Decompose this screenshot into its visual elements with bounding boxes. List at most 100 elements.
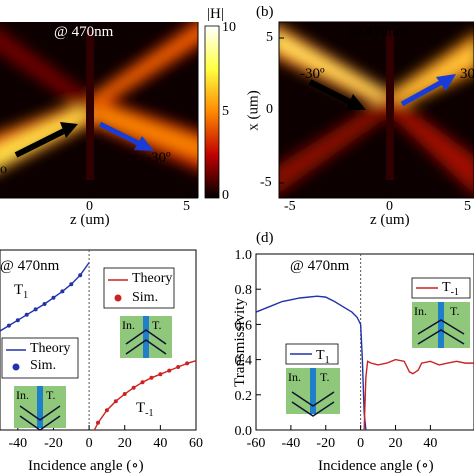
- colorbar-tick-5: 5: [222, 104, 229, 119]
- series-point-c-3: [104, 408, 109, 413]
- legend-left-d: T1: [316, 348, 330, 366]
- xtick-a-0: 0: [86, 199, 93, 214]
- d-right-inset-chevron-1: [417, 319, 465, 335]
- legend-swatch-dot-right-c: [114, 294, 122, 302]
- c-left-inset-t-label: T.: [46, 388, 55, 402]
- legend-box-right-d: [411, 277, 471, 299]
- d-left-inset-in-label: In.: [288, 370, 301, 384]
- series-point-c-3: [158, 372, 163, 377]
- d-left-inset-t-label: T.: [320, 370, 329, 384]
- out-angle-label-b: 30: [460, 66, 474, 82]
- reflected-arrow-b: [400, 79, 444, 107]
- colorbar-label: |H|: [207, 6, 224, 22]
- c-left-inset-chevron-1: [19, 405, 61, 421]
- c-right-inset-stripe: [143, 316, 149, 358]
- c-right-inset-in-label: In.: [122, 318, 135, 332]
- wavelength-label-b: @ 470nm: [348, 24, 408, 40]
- wavelength-label-c: @ 470nm: [0, 258, 60, 274]
- in-angle-label-b: -30º: [300, 66, 325, 82]
- xtick-label-c: 0: [86, 436, 93, 451]
- series-line-d-1: [363, 358, 474, 431]
- t1-label-c: T1: [14, 282, 28, 301]
- d-right-inset-in-label: In.: [414, 304, 427, 318]
- ytick-label-d: 0.8: [235, 283, 253, 298]
- panel-label-d: (d): [256, 230, 274, 246]
- t1-main: T: [14, 282, 24, 298]
- c-right-inset-t-label: T.: [152, 318, 161, 332]
- series-point-c-1: [42, 302, 47, 306]
- c-right-inset-chevron-1: [125, 329, 167, 345]
- ytick-b-1: 0: [266, 102, 273, 117]
- ytick-label-d: 0.6: [235, 318, 253, 333]
- legend-left-theory-c: Theory: [30, 341, 71, 356]
- d-left-inset-chevron-1: [291, 391, 335, 407]
- series-point-c-3: [167, 368, 172, 373]
- tm1-main: T: [136, 400, 146, 416]
- xlabel-b: z (um): [370, 212, 410, 228]
- series-point-c-1: [51, 295, 56, 300]
- xtick-label-d: -20: [316, 436, 335, 451]
- ytick-b-0: 5: [266, 30, 273, 45]
- colorbar: [204, 25, 220, 199]
- colorbar-tick-0: 0: [222, 188, 229, 203]
- legend-left-d-sub: 1: [324, 354, 330, 366]
- panel-label-b: (b): [256, 4, 274, 20]
- xtick-b-0: -5: [284, 199, 296, 214]
- ylabel-d: Transmissivity: [231, 298, 248, 387]
- legend-right-d-sub: -1: [450, 286, 459, 298]
- series-point-c-3: [140, 380, 145, 385]
- ytick-label-d: 1.0: [235, 248, 253, 263]
- series-point-c-1: [15, 318, 20, 323]
- out-angle-label-a: -30º: [146, 150, 171, 166]
- xtick-label-d: 20: [389, 436, 403, 451]
- d-left-inset-stripe: [310, 368, 316, 414]
- xtick-label-d: -60: [247, 436, 266, 451]
- xtick-label-d: 0: [357, 436, 364, 451]
- ytick-label-d: 0.4: [235, 354, 253, 369]
- legend-box-right-c: [103, 267, 175, 309]
- xtick-label-d: 40: [423, 436, 437, 451]
- c-left-inset-stripe: [37, 386, 43, 428]
- series-point-c-3: [149, 375, 154, 380]
- xtick-a-1: 5: [183, 199, 190, 214]
- tm1-sub: -1: [145, 408, 154, 419]
- colorbar-tick-10: 10: [222, 20, 236, 35]
- series-point-c-1: [6, 323, 11, 328]
- series-point-c-1: [33, 307, 38, 312]
- legend-right-d: T-1: [442, 280, 459, 298]
- series-point-c-1: [24, 312, 29, 317]
- legend-swatch-dot-left-c: [12, 363, 20, 371]
- d-right-inset-chevron-2: [417, 329, 465, 345]
- legend-left-d-main: T: [316, 348, 325, 363]
- series-point-c-3: [96, 420, 100, 425]
- xtick-label-c: -40: [8, 436, 27, 451]
- t1-sub: 1: [23, 290, 29, 301]
- legend-right-d-main: T: [442, 280, 451, 295]
- series-point-c-3: [176, 365, 181, 369]
- xlabel-d: Incidence angle (∘): [318, 458, 434, 474]
- ytick-label-d: 0.0: [235, 424, 253, 439]
- series-point-c-1: [69, 282, 74, 287]
- wavelength-label-d: @ 470nm: [290, 258, 350, 274]
- xlabel-c: Incidence angle (∘): [28, 458, 144, 474]
- transmitted-arrow-a: [98, 121, 142, 147]
- incident-arrow-b: [308, 79, 354, 106]
- xtick-label-c: 20: [118, 436, 132, 451]
- grating-stripes-a: [86, 30, 94, 180]
- d-right-inset-stripe: [438, 302, 444, 348]
- legend-right-sim-c: Sim.: [132, 290, 159, 305]
- series-point-c-3: [122, 392, 127, 396]
- ytick-label-d: 0.2: [235, 389, 253, 404]
- xtick-label-c: -20: [44, 436, 63, 451]
- legend-left-sim-c: Sim.: [30, 358, 57, 373]
- series-point-c-3: [185, 361, 190, 366]
- tm1-label-c: T-1: [136, 400, 154, 419]
- series-line-d-0: [255, 295, 367, 431]
- series-point-c-3: [131, 385, 136, 390]
- c-left-inset-in-label: In.: [16, 388, 29, 402]
- in-angle-label-a: o: [0, 162, 7, 177]
- xlabel-a: z (um): [70, 212, 110, 228]
- legend-box-left-c: [1, 337, 79, 379]
- xtick-b-1: 0: [386, 199, 393, 214]
